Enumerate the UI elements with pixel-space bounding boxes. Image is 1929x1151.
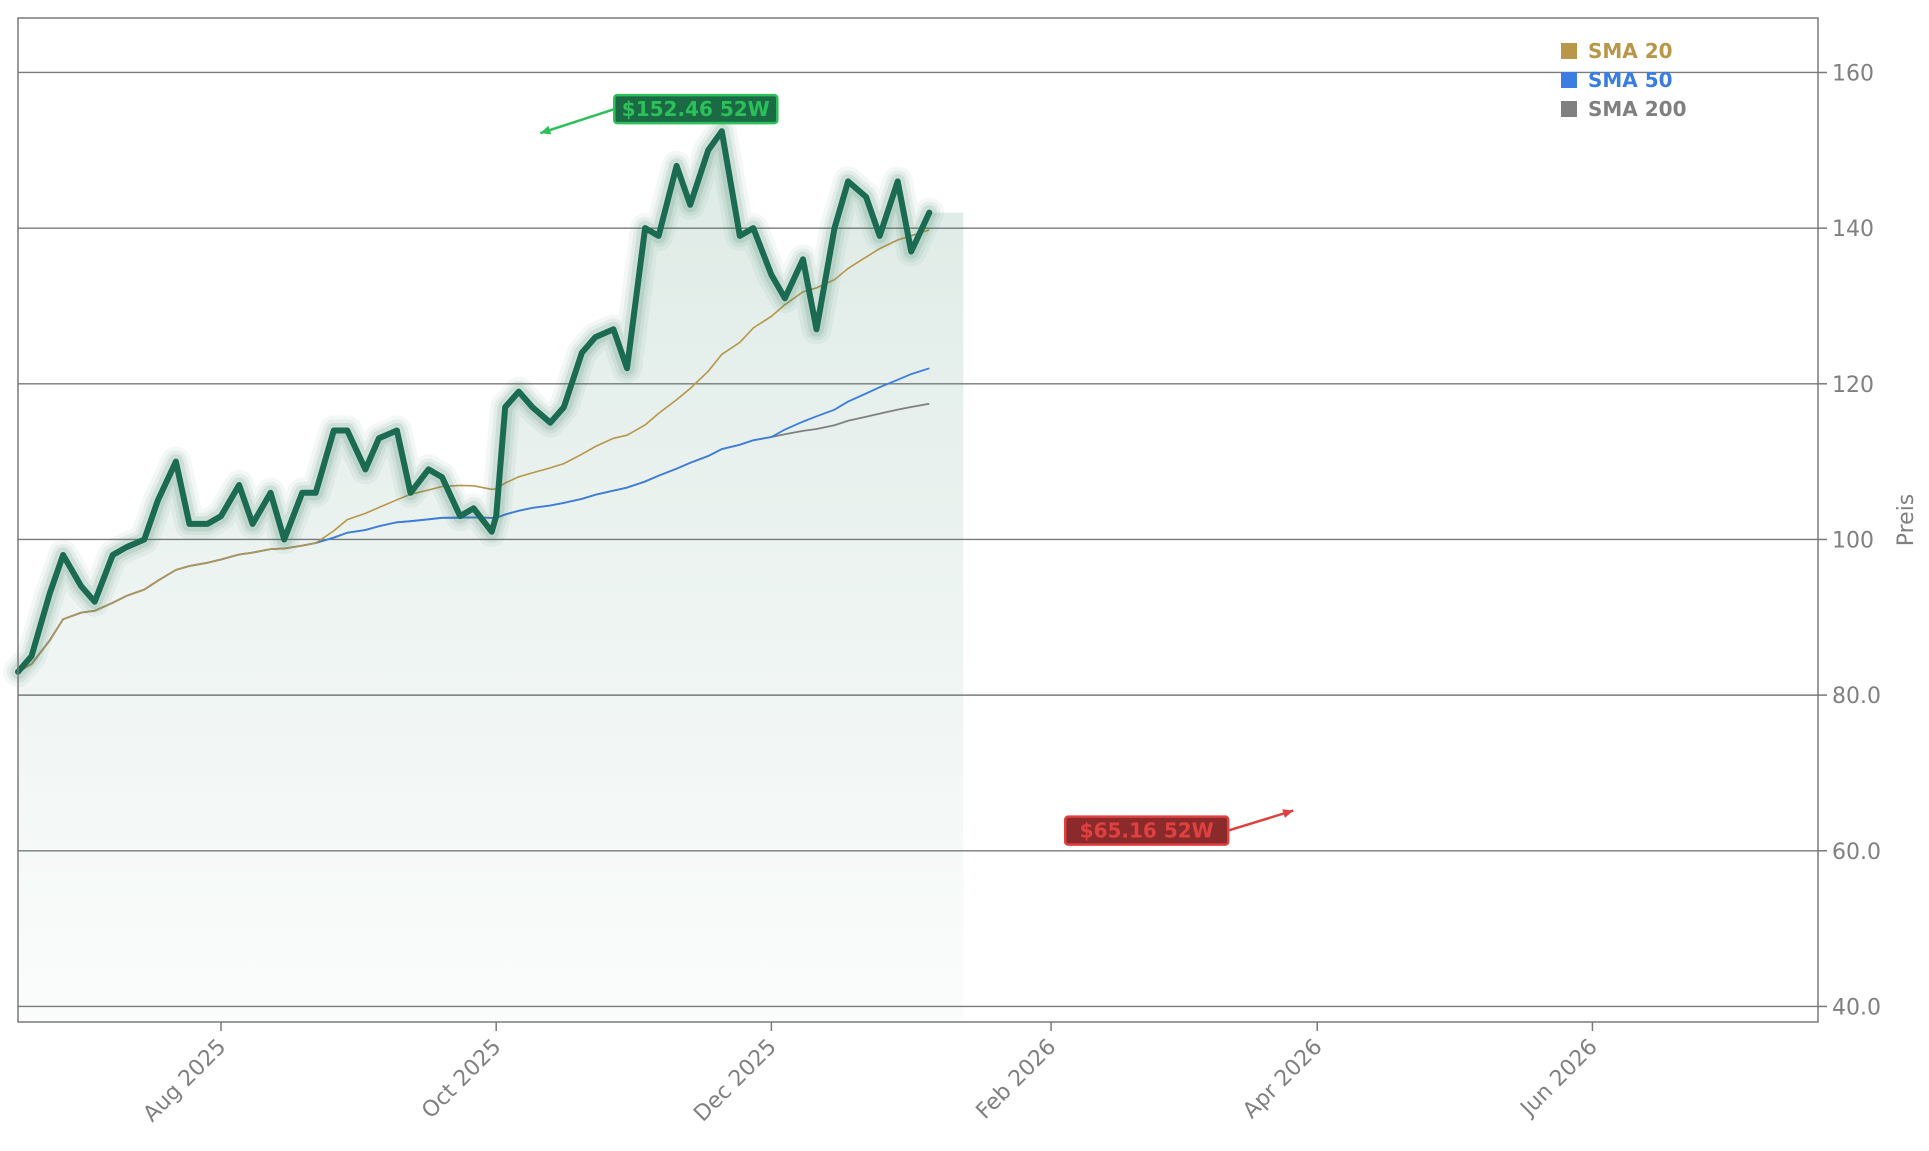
y-tick-label-1: 60.0: [1832, 840, 1881, 865]
price-path: [15, 128, 933, 675]
legend-label-2: SMA 200: [1588, 97, 1687, 121]
y-tick-label-5: 140: [1832, 217, 1874, 242]
annotation-high: $152.46 52W: [539, 93, 779, 135]
annotation-high-arrowhead: [540, 125, 552, 135]
annotation-high-arrow: [539, 107, 615, 135]
annotation-low-arrow: [1227, 809, 1294, 832]
y-tick-label-0: 40.0: [1832, 995, 1881, 1020]
legend-swatch-2: [1561, 101, 1577, 117]
plot-border: [17, 17, 1819, 1023]
sma-20-path: [17, 229, 930, 673]
sma-20-line: [17, 229, 930, 673]
legend-label-1: SMA 50: [1588, 68, 1673, 92]
x-tick-label-5: Jun 2026: [1515, 1035, 1603, 1123]
y-axis: 40.0 60.0 80.0 100 120 140 160 Preis: [1818, 61, 1919, 1020]
x-tick-label-1: Oct 2025: [417, 1035, 506, 1124]
y-tick-label-4: 120: [1832, 373, 1874, 398]
legend-swatch-1: [1561, 72, 1577, 88]
legend: SMA 20 SMA 50 SMA 200: [1561, 39, 1687, 121]
price-area: [18, 131, 964, 1022]
x-tick-label-3: Feb 2026: [972, 1035, 1062, 1125]
annotations: $152.46 52W $65.16 52W: [539, 93, 1294, 846]
annotation-low: $65.16 52W: [1063, 809, 1294, 846]
y-tick-label-6: 160: [1832, 61, 1874, 86]
price-area-fill: [18, 131, 964, 1022]
annotation-low-arrowhead: [1282, 809, 1294, 818]
annotation-low-label: $65.16 52W: [1080, 819, 1214, 843]
y-tick-label-2: 80.0: [1832, 684, 1881, 709]
x-tick-label-0: Aug 2025: [139, 1035, 232, 1128]
plot-frame: [17, 17, 1819, 1023]
x-tick-label-2: Dec 2025: [689, 1035, 781, 1127]
price-line: [3, 116, 945, 687]
legend-label-0: SMA 20: [1588, 39, 1673, 63]
annotation-high-label: $152.46 52W: [622, 97, 770, 121]
y-tick-label-3: 100: [1832, 528, 1874, 553]
x-tick-label-4: Apr 2026: [1238, 1035, 1327, 1124]
x-axis: Aug 2025 Oct 2025 Dec 2025 Feb 2026 Apr 2026…: [139, 1022, 1603, 1127]
y-axis-label: Preis: [1894, 494, 1919, 547]
legend-swatch-0: [1561, 43, 1577, 59]
